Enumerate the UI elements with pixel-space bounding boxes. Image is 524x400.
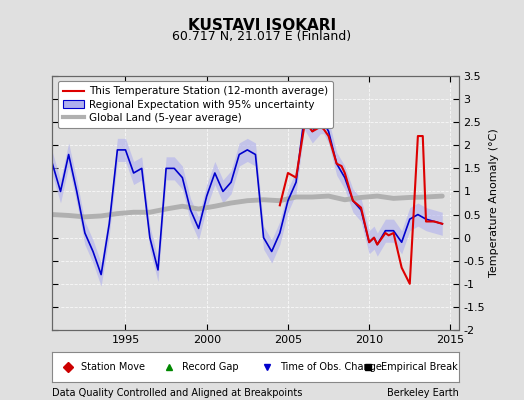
Text: Time of Obs. Change: Time of Obs. Change: [280, 362, 381, 372]
Y-axis label: Temperature Anomaly (°C): Temperature Anomaly (°C): [489, 129, 499, 277]
Text: Berkeley Earth: Berkeley Earth: [387, 388, 458, 398]
Text: Empirical Break: Empirical Break: [381, 362, 458, 372]
Text: Record Gap: Record Gap: [182, 362, 239, 372]
Text: KUSTAVI ISOKARI: KUSTAVI ISOKARI: [188, 18, 336, 33]
Text: Data Quality Controlled and Aligned at Breakpoints: Data Quality Controlled and Aligned at B…: [52, 388, 303, 398]
Text: 60.717 N, 21.017 E (Finland): 60.717 N, 21.017 E (Finland): [172, 30, 352, 43]
Legend: This Temperature Station (12-month average), Regional Expectation with 95% uncer: This Temperature Station (12-month avera…: [58, 81, 333, 128]
Text: Station Move: Station Move: [81, 362, 145, 372]
